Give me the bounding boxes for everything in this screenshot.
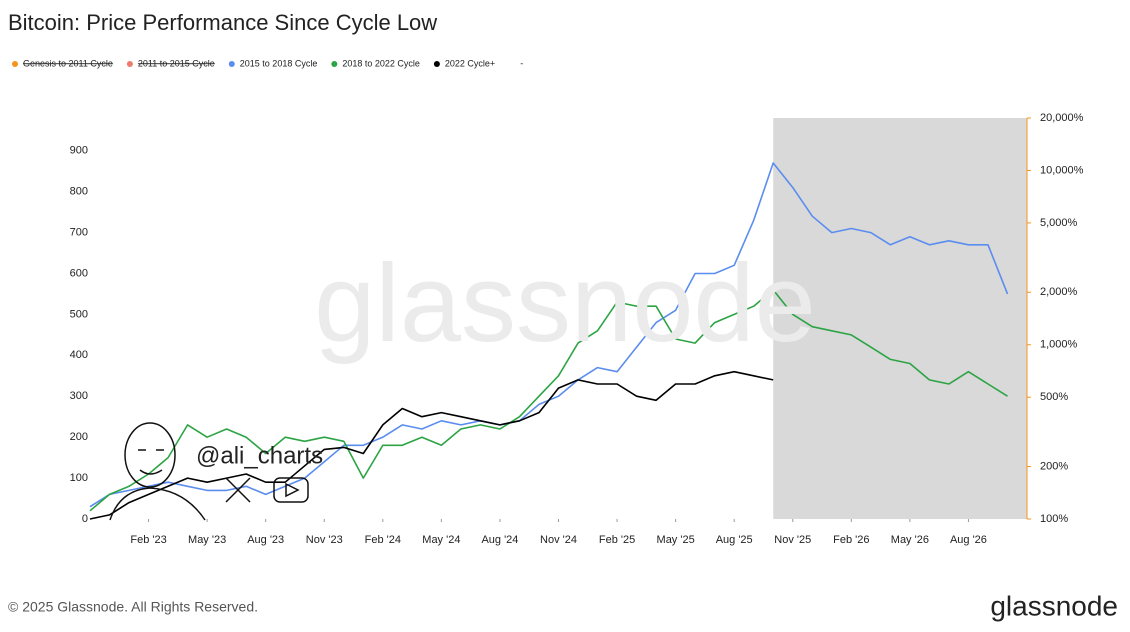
x-tick-label: Feb '24 [365,534,401,546]
x-tick-label: Feb '26 [833,534,869,546]
x-tick-label: Nov '24 [540,534,577,546]
x-tick-label: May '25 [657,534,695,546]
legend-marker [126,61,133,67]
y-tick-label: 200 [70,431,88,443]
legend-label: Genesis to 2011 Cycle [23,58,113,68]
y2-tick-label: 200% [1040,460,1068,472]
y-tick-label: 800 [70,186,88,198]
social-icons [225,477,309,503]
y2-tick-label: 500% [1040,391,1068,403]
x-tick-label: Feb '23 [130,534,166,546]
x-tick-label: Aug '24 [481,534,518,546]
y-tick-label: 400 [70,349,88,361]
annotation: @ali_charts [196,442,323,469]
series-line [89,370,774,520]
x-tick-label: Aug '25 [716,534,753,546]
y2-tick-label: 100% [1040,513,1068,525]
series-line [89,289,1008,512]
legend: Genesis to 2011 Cycle 2011 to 2015 Cycle 2… [12,58,523,68]
y-tick-label: 600 [70,267,88,279]
x-tick-label: May '23 [188,534,226,546]
legend-marker [331,61,338,67]
x-tick-label: Feb '25 [599,534,635,546]
legend-label: - [520,58,523,68]
chart-title: Bitcoin: Price Performance Since Cycle L… [8,10,437,35]
x-tick-label: Nov '25 [774,534,811,546]
y-tick-label: 500 [70,308,88,320]
x-tick-label: Aug '23 [247,534,284,546]
shaded-region [773,118,1027,519]
y2-tick-label: 2,000% [1040,286,1078,298]
y-tick-label: 300 [70,390,88,402]
y-tick-label: 0 [82,513,88,525]
avatar-sketch [109,422,206,521]
legend-marker [228,61,235,67]
legend-marker [433,61,440,67]
x-tick-label: May '24 [422,534,460,546]
copyright: © 2025 Glassnode. All Rights Reserved. [8,599,258,615]
x-tick-label: May '26 [891,534,929,546]
y2-tick-label: 5,000% [1040,217,1078,229]
legend-marker [12,61,18,67]
x-tick-label: Nov '23 [306,534,343,546]
y2-tick-label: 20,000% [1040,112,1084,124]
y2-tick-label: 1,000% [1040,339,1078,351]
y-tick-label: 900 [70,145,88,157]
legend-label: 2022 Cycle+ [445,58,495,68]
x-tick-label: Aug '26 [950,534,987,546]
y-tick-label: 700 [70,226,88,238]
legend-label: 2015 to 2018 Cycle [240,58,318,68]
y-tick-label: 100 [70,472,88,484]
watermark: glassnode [314,242,816,365]
brand-logo: glassnode [990,590,1118,621]
y2-tick-label: 10,000% [1040,164,1084,176]
plot-area: 0 100 200 300 400 500 600 700 800 900 100% 200% 500%… [70,112,1084,546]
legend-label: 2018 to 2022 Cycle [342,58,420,68]
legend-label: 2011 to 2015 Cycle [138,58,215,68]
